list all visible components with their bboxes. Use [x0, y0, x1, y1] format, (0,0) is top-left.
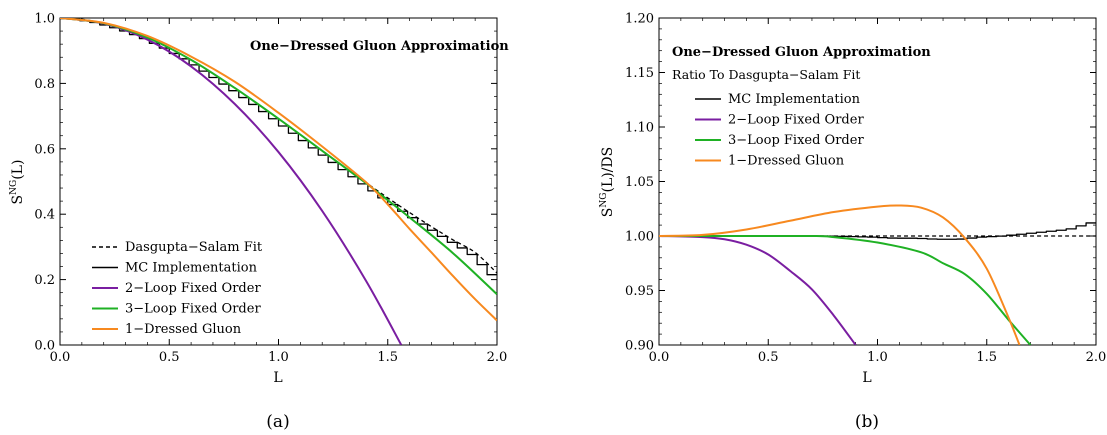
x-tick-label-a: 1.0: [268, 350, 289, 365]
y-tick-label-b: 1.15: [625, 66, 654, 81]
series-line-3-loop-fixed-order-a: [60, 18, 497, 296]
y-tick-label-a: 1.0: [34, 12, 55, 27]
panel-a: 0.0 0.5 1.0 1.5 2.0 0.0 0.2 0.4 0.6 0.8 1.0 One−Dr…: [9, 12, 509, 433]
y-axis-label-b-tail: (L)/DS: [600, 147, 616, 193]
legend-label-b: MC Implementation: [728, 92, 861, 107]
ticks-b: 0.0 0.5 1.0 1.5 2.0 0.90 0.95 1.00 1.05 1.10 1.15 1…: [625, 12, 1106, 366]
legend-label-b: 2−Loop Fixed Order: [728, 113, 864, 128]
y-axis-label-a: SNG(L): [9, 160, 26, 205]
chart-title-b: One−Dressed Gluon Approximation: [672, 45, 931, 60]
y-axis-label-b-sup: NG: [599, 193, 609, 208]
panel-caption-b: (b): [855, 412, 879, 432]
legend-label-a: 1−Dressed Gluon: [125, 322, 242, 337]
x-tick-label-b: 2.0: [1086, 350, 1107, 365]
y-axis-label-a-sup: NG: [9, 180, 19, 195]
y-tick-label-b: 0.90: [625, 339, 654, 354]
series-line-1-dressed-gluon-b: [659, 204, 1021, 345]
chart-title-a: One−Dressed Gluon Approximation: [250, 39, 509, 54]
x-tick-label-a: 0.5: [159, 350, 180, 365]
y-axis-label-a-tail: (L): [10, 160, 26, 180]
legend-b: MC Implementation 2−Loop Fixed Order 3−Loo…: [695, 92, 864, 169]
legend-a: Dasgupta−Salam Fit MC Implementation 2−Loo…: [92, 240, 263, 337]
y-tick-label-a: 0.6: [34, 142, 55, 157]
y-tick-label-a: 0.8: [34, 77, 55, 92]
series-line-3-loop-fixed-order-b: [659, 234, 1032, 345]
panel-caption-a: (a): [266, 412, 289, 432]
legend-label-b: 3−Loop Fixed Order: [728, 133, 864, 148]
x-tick-label-b: 0.0: [649, 350, 670, 365]
y-tick-label-a: 0.0: [34, 339, 55, 354]
series-line-2-loop-fixed-order-b: [659, 235, 857, 345]
ticks-a: 0.0 0.5 1.0 1.5 2.0 0.0 0.2 0.4 0.6 0.8 1.0: [34, 12, 507, 366]
x-tick-label-b: 1.5: [976, 350, 997, 365]
y-tick-label-b: 0.95: [625, 284, 654, 299]
y-axis-label-a-base: S: [10, 195, 26, 205]
y-tick-label-a: 0.2: [34, 273, 55, 288]
y-axis-label-b: SNG(L)/DS: [599, 147, 616, 217]
x-axis-label-a: L: [273, 370, 282, 386]
y-tick-label-a: 0.4: [34, 208, 55, 223]
legend-label-a: Dasgupta−Salam Fit: [125, 240, 263, 255]
x-tick-label-a: 1.5: [377, 350, 398, 365]
x-tick-label-b: 1.0: [867, 350, 888, 365]
legend-label-a: MC Implementation: [125, 261, 258, 276]
legend-label-a: 2−Loop Fixed Order: [125, 281, 261, 296]
series-line-1-dressed-gluon-a: [60, 18, 497, 322]
panel-b: 0.0 0.5 1.0 1.5 2.0 0.90 0.95 1.00 1.05 1.10 1.15 1…: [599, 12, 1106, 433]
series-b: [659, 204, 1096, 345]
legend-label-b: 1−Dressed Gluon: [728, 154, 845, 169]
x-axis-label-b: L: [862, 370, 871, 386]
x-tick-label-a: 2.0: [487, 350, 508, 365]
y-tick-label-b: 1.05: [625, 175, 654, 190]
y-axis-label-b-base: S: [600, 208, 616, 218]
y-tick-label-b: 1.10: [625, 121, 654, 136]
series-a: [60, 18, 497, 345]
y-tick-label-b: 1.00: [625, 230, 654, 245]
x-tick-label-b: 0.5: [758, 350, 779, 365]
y-tick-label-b: 1.20: [625, 12, 654, 27]
x-tick-label-a: 0.0: [50, 350, 71, 365]
chart-subtitle-b: Ratio To Dasgupta−Salam Fit: [672, 67, 860, 82]
legend-label-a: 3−Loop Fixed Order: [125, 302, 261, 317]
